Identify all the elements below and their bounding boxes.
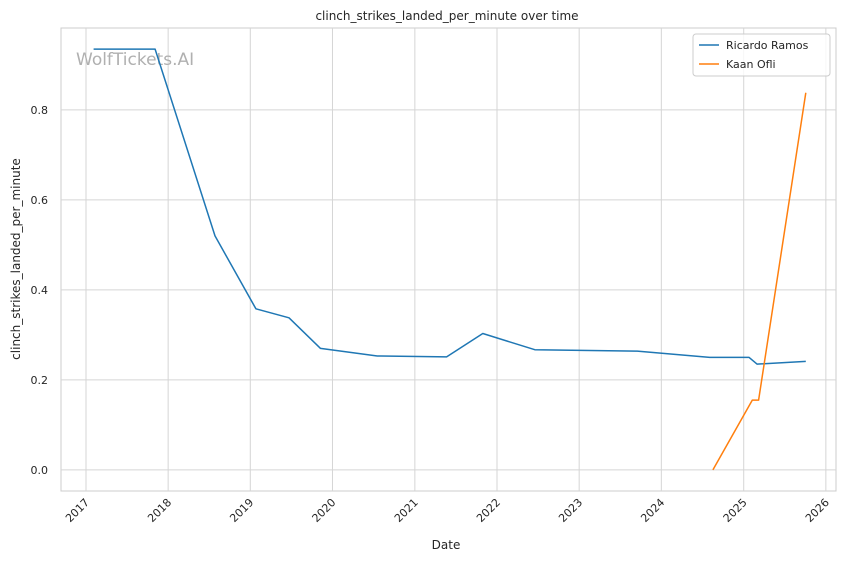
grid-lines bbox=[61, 28, 836, 491]
legend: Ricardo Ramos Kaan Ofli bbox=[692, 33, 831, 77]
legend-label: Kaan Ofli bbox=[726, 58, 776, 71]
plot-area bbox=[60, 27, 837, 492]
chart-title: clinch_strikes_landed_per_minute over ti… bbox=[315, 9, 578, 23]
series-layer bbox=[93, 48, 807, 471]
y-tick-label: 0.8 bbox=[31, 104, 49, 117]
legend-box bbox=[692, 33, 831, 77]
series-line-1 bbox=[93, 48, 806, 365]
y-tick-labels: 0.0 0.2 0.4 0.6 0.8 bbox=[31, 104, 49, 477]
watermark: WolfTickets.AI bbox=[76, 50, 194, 70]
series-line-2 bbox=[712, 92, 807, 471]
y-tick-label: 0.4 bbox=[31, 284, 49, 297]
y-axis-label: clinch_strikes_landed_per_minute bbox=[9, 158, 23, 360]
legend-label: Ricardo Ramos bbox=[726, 39, 809, 52]
y-tick-label: 0.6 bbox=[31, 194, 49, 207]
y-tick-label: 0.2 bbox=[31, 374, 49, 387]
y-tick-label: 0.0 bbox=[31, 464, 49, 477]
x-axis-label: Date bbox=[432, 538, 461, 552]
